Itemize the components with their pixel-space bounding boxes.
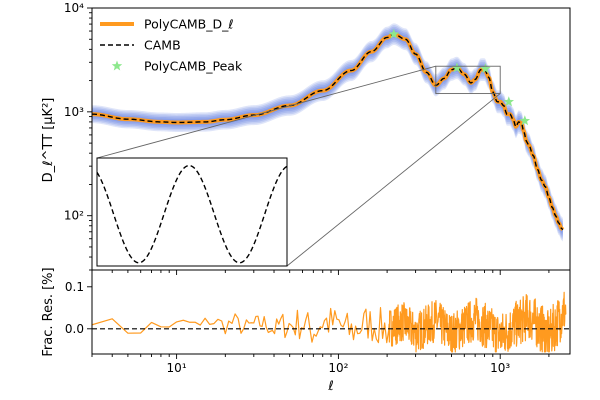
peak-marker [451,62,463,73]
x-tick-label: 10¹ [167,361,187,375]
band-layer-3 [92,28,563,236]
connector-line [96,65,436,159]
y-tick-label: 10² [64,209,84,223]
peak-marker [519,115,531,126]
inset-frame [96,157,288,267]
frac-res-line [92,291,567,353]
y-tick-label: 0.1 [65,280,84,294]
peak-marker [503,96,515,107]
y-tick-label: 10³ [64,105,84,119]
y-tick-label: 0.0 [65,322,84,336]
residual-plot-frame [91,269,571,355]
legend-label: PolyCAMB_D_ℓ [144,17,234,32]
y-axis-label-residual: Frac. Res. [%] [41,267,56,356]
band-layer-2 [92,30,563,234]
peak-marker [480,63,491,74]
y-axis-label-main: D_ℓ^TT [μK²] [41,98,56,183]
zoom-box [435,65,501,95]
legend-label: PolyCAMB_Peak [144,59,243,74]
legend-label: CAMB [144,38,181,53]
connector-line [286,93,501,267]
inset-connectors [96,65,501,267]
x-tick-label: 10³ [490,361,510,375]
inset-peak-marker [239,265,240,266]
camb-line [92,33,564,231]
legend-swatch-peak [111,60,123,71]
inset-peak-marker [138,265,139,266]
inset-zoom [96,157,288,267]
x-tick-label: 10² [328,361,348,375]
peak-marker [388,28,400,39]
x-axis-label: ℓ [327,379,333,394]
y-tick-label: 10⁴ [64,1,84,15]
inset-camb-line [97,164,287,264]
residual-panel: 10¹ 10² 10³ 0.0 0.1 Frac. Res. [%] ℓ [41,267,571,394]
legend: PolyCAMB_D_ℓ CAMB PolyCAMB_Peak [100,17,243,74]
